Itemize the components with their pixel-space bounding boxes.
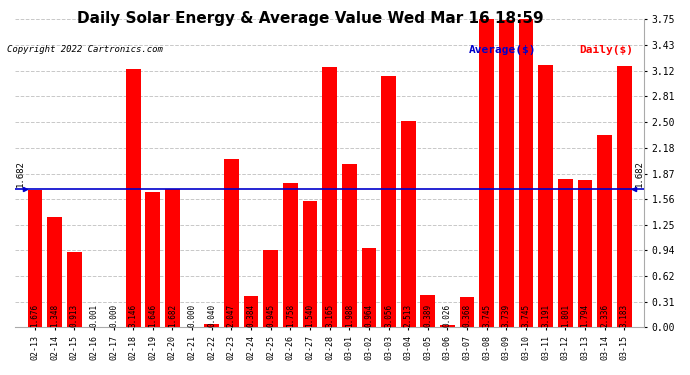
Bar: [519, 20, 533, 327]
Bar: [303, 201, 317, 327]
Bar: [146, 192, 160, 327]
Bar: [598, 135, 612, 327]
Text: 3.165: 3.165: [325, 303, 334, 327]
Text: 3.745: 3.745: [482, 303, 491, 327]
Text: 1.676: 1.676: [30, 303, 39, 327]
Text: Daily($): Daily($): [580, 45, 633, 55]
Text: 1.348: 1.348: [50, 303, 59, 327]
Text: 0.389: 0.389: [423, 303, 433, 327]
Text: 1.682: 1.682: [168, 303, 177, 327]
Text: 3.739: 3.739: [502, 303, 511, 327]
Text: 1.682: 1.682: [634, 160, 644, 188]
Text: Average($): Average($): [469, 45, 537, 55]
Text: 1.758: 1.758: [286, 303, 295, 327]
Text: 0.368: 0.368: [462, 303, 471, 327]
Bar: [499, 20, 514, 327]
Bar: [322, 67, 337, 327]
Text: 1.988: 1.988: [345, 303, 354, 327]
Text: 0.913: 0.913: [70, 303, 79, 327]
Text: 3.056: 3.056: [384, 303, 393, 327]
Text: 2.336: 2.336: [600, 303, 609, 327]
Bar: [342, 164, 357, 327]
Bar: [558, 179, 573, 327]
Bar: [67, 252, 81, 327]
Bar: [440, 325, 455, 327]
Text: 3.146: 3.146: [128, 303, 138, 327]
Bar: [420, 296, 435, 327]
Text: 0.000: 0.000: [188, 303, 197, 327]
Bar: [224, 159, 239, 327]
Text: 0.040: 0.040: [207, 303, 216, 327]
Text: 1.540: 1.540: [306, 303, 315, 327]
Bar: [28, 189, 42, 327]
Text: 0.945: 0.945: [266, 303, 275, 327]
Bar: [264, 250, 278, 327]
Bar: [126, 69, 141, 327]
Text: 1.801: 1.801: [561, 303, 570, 327]
Bar: [480, 20, 494, 327]
Bar: [578, 180, 592, 327]
Bar: [401, 121, 415, 327]
Text: Copyright 2022 Cartronics.com: Copyright 2022 Cartronics.com: [7, 45, 163, 54]
Bar: [460, 297, 475, 327]
Text: 2.047: 2.047: [227, 303, 236, 327]
Bar: [617, 66, 631, 327]
Text: Daily Solar Energy & Average Value Wed Mar 16 18:59: Daily Solar Energy & Average Value Wed M…: [77, 11, 544, 26]
Text: 3.183: 3.183: [620, 303, 629, 327]
Bar: [362, 248, 376, 327]
Text: 0.964: 0.964: [364, 303, 373, 327]
Text: 1.646: 1.646: [148, 303, 157, 327]
Bar: [381, 76, 396, 327]
Text: 0.001: 0.001: [90, 303, 99, 327]
Text: 1.682: 1.682: [16, 160, 25, 188]
Text: 1.794: 1.794: [580, 303, 589, 327]
Bar: [283, 183, 297, 327]
Bar: [165, 189, 180, 327]
Text: 0.384: 0.384: [246, 303, 255, 327]
Bar: [204, 324, 219, 327]
Text: 2.513: 2.513: [404, 303, 413, 327]
Text: 3.191: 3.191: [541, 303, 550, 327]
Text: 3.745: 3.745: [522, 303, 531, 327]
Bar: [244, 296, 258, 327]
Text: 0.026: 0.026: [443, 303, 452, 327]
Bar: [47, 216, 62, 327]
Bar: [538, 65, 553, 327]
Text: 0.000: 0.000: [109, 303, 118, 327]
